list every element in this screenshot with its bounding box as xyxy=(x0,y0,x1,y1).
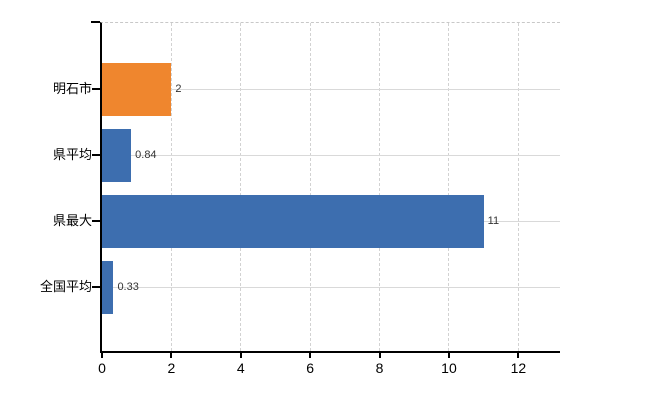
x-tick-label: 6 xyxy=(306,360,315,376)
bar xyxy=(102,62,172,116)
x-axis-tick xyxy=(517,353,520,358)
category-label: 全国平均 xyxy=(39,279,92,294)
category-label: 県平均 xyxy=(52,147,92,162)
x-tick-label: 2 xyxy=(167,360,176,376)
x-axis-tick xyxy=(378,353,381,358)
category-label: 明石市 xyxy=(52,81,92,96)
x-tick-label: 10 xyxy=(441,360,457,376)
x-tick-label: 12 xyxy=(510,360,527,376)
gridline-vertical xyxy=(240,23,242,351)
y-axis-tick xyxy=(92,154,100,156)
x-axis-tick xyxy=(101,353,103,358)
x-axis-tick xyxy=(309,353,312,358)
category-label: 県最大 xyxy=(52,213,92,228)
bar-value-label: 11 xyxy=(487,215,500,227)
bar-value-label: 2 xyxy=(175,83,182,95)
y-axis-top-tick xyxy=(91,21,100,23)
bar-value-label: 0.84 xyxy=(135,149,157,161)
y-axis-tick xyxy=(92,88,100,90)
bar xyxy=(102,260,114,314)
bar xyxy=(102,128,132,182)
bar xyxy=(102,194,484,248)
gridline-horizontal xyxy=(102,286,560,288)
bar-value-label: 0.33 xyxy=(117,281,139,293)
gridline-vertical xyxy=(309,23,311,351)
plot-area: 2 0.84 11 0.33 0 2 4 6 8 10 12 xyxy=(91,21,560,376)
x-axis-tick xyxy=(170,353,173,358)
y-axis-tick xyxy=(92,286,100,288)
gridline-horizontal xyxy=(102,154,560,156)
gridline-vertical xyxy=(517,23,519,351)
x-axis-tick xyxy=(239,353,242,358)
x-axis-tick xyxy=(447,353,450,358)
gridline-vertical xyxy=(379,23,381,351)
gridline-vertical xyxy=(170,23,172,351)
gridline-horizontal xyxy=(102,88,560,90)
x-tick-label: 8 xyxy=(375,360,384,376)
y-axis-tick xyxy=(92,220,100,222)
gridline-vertical xyxy=(448,23,450,351)
x-tick-label: 4 xyxy=(236,360,245,376)
x-tick-label: 0 xyxy=(98,360,106,376)
